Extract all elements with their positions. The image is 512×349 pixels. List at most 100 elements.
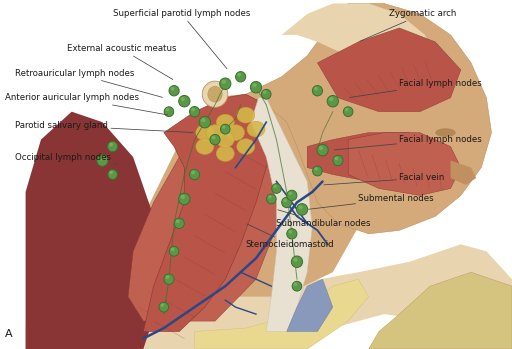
- Ellipse shape: [272, 184, 281, 193]
- Polygon shape: [143, 94, 276, 332]
- Text: Occipital lymph nodes: Occipital lymph nodes: [15, 153, 116, 164]
- Ellipse shape: [208, 87, 222, 102]
- Ellipse shape: [282, 197, 292, 208]
- Ellipse shape: [170, 87, 175, 90]
- Ellipse shape: [292, 281, 302, 291]
- Ellipse shape: [169, 246, 179, 256]
- Polygon shape: [287, 279, 333, 332]
- Text: Anterior auricular lymph nodes: Anterior auricular lymph nodes: [5, 93, 167, 115]
- Ellipse shape: [169, 86, 179, 96]
- Ellipse shape: [236, 72, 246, 82]
- Ellipse shape: [287, 190, 297, 201]
- Text: A: A: [5, 328, 13, 339]
- Ellipse shape: [181, 195, 185, 199]
- Ellipse shape: [334, 157, 338, 160]
- Text: Parotid salivary gland: Parotid salivary gland: [15, 121, 193, 133]
- Text: Facial lymph nodes: Facial lymph nodes: [334, 135, 482, 150]
- Ellipse shape: [201, 118, 205, 122]
- Ellipse shape: [222, 80, 226, 84]
- Polygon shape: [26, 112, 164, 349]
- Ellipse shape: [250, 81, 262, 93]
- Ellipse shape: [317, 144, 328, 156]
- Ellipse shape: [237, 139, 255, 154]
- Ellipse shape: [345, 108, 349, 111]
- Ellipse shape: [435, 128, 456, 137]
- Ellipse shape: [109, 143, 113, 146]
- Ellipse shape: [296, 204, 308, 215]
- Ellipse shape: [319, 146, 323, 150]
- Ellipse shape: [196, 125, 214, 140]
- Ellipse shape: [210, 134, 220, 145]
- Ellipse shape: [99, 156, 103, 161]
- Polygon shape: [26, 244, 512, 349]
- Text: Facial lymph nodes: Facial lymph nodes: [350, 79, 482, 97]
- Ellipse shape: [288, 230, 292, 233]
- Ellipse shape: [108, 170, 117, 179]
- Ellipse shape: [191, 171, 195, 174]
- Ellipse shape: [226, 125, 245, 140]
- Ellipse shape: [108, 141, 118, 152]
- Ellipse shape: [333, 155, 343, 166]
- Ellipse shape: [329, 97, 333, 101]
- Ellipse shape: [216, 146, 234, 161]
- Ellipse shape: [312, 86, 323, 96]
- Text: Retroauricular lymph nodes: Retroauricular lymph nodes: [15, 69, 162, 97]
- Ellipse shape: [164, 107, 174, 117]
- Ellipse shape: [170, 247, 175, 251]
- Ellipse shape: [263, 90, 267, 94]
- Ellipse shape: [159, 302, 168, 312]
- Text: External acoustic meatus: External acoustic meatus: [67, 44, 176, 80]
- Polygon shape: [451, 161, 476, 185]
- Polygon shape: [128, 122, 282, 321]
- Ellipse shape: [189, 169, 200, 180]
- Ellipse shape: [313, 166, 322, 176]
- Ellipse shape: [211, 136, 216, 139]
- Text: Submental nodes: Submental nodes: [309, 194, 434, 209]
- Ellipse shape: [174, 218, 184, 229]
- Ellipse shape: [199, 117, 210, 128]
- Ellipse shape: [165, 108, 169, 111]
- Ellipse shape: [222, 125, 226, 129]
- Ellipse shape: [298, 205, 303, 209]
- Ellipse shape: [179, 96, 190, 107]
- Text: Sternocleidomastoid: Sternocleidomastoid: [246, 224, 334, 249]
- Ellipse shape: [237, 73, 241, 76]
- Text: Zygomatic arch: Zygomatic arch: [359, 9, 457, 41]
- Text: Facial vein: Facial vein: [324, 173, 445, 185]
- Ellipse shape: [287, 229, 297, 239]
- Ellipse shape: [268, 195, 272, 199]
- Ellipse shape: [293, 282, 297, 286]
- Ellipse shape: [314, 167, 318, 171]
- Ellipse shape: [283, 199, 287, 202]
- Polygon shape: [317, 28, 461, 112]
- Ellipse shape: [202, 81, 228, 107]
- Ellipse shape: [165, 275, 169, 279]
- Polygon shape: [251, 98, 312, 332]
- Ellipse shape: [221, 124, 230, 134]
- Ellipse shape: [196, 139, 214, 154]
- Ellipse shape: [160, 303, 164, 307]
- Ellipse shape: [109, 171, 113, 174]
- Ellipse shape: [291, 256, 303, 267]
- Ellipse shape: [247, 121, 265, 137]
- Ellipse shape: [206, 125, 224, 140]
- Polygon shape: [307, 133, 451, 192]
- Ellipse shape: [181, 97, 185, 101]
- Polygon shape: [215, 3, 492, 234]
- Ellipse shape: [216, 114, 234, 130]
- Ellipse shape: [293, 258, 297, 262]
- Ellipse shape: [237, 107, 255, 123]
- Ellipse shape: [314, 87, 318, 90]
- Ellipse shape: [344, 107, 353, 117]
- Polygon shape: [282, 3, 435, 70]
- Ellipse shape: [288, 192, 292, 195]
- Ellipse shape: [164, 274, 174, 284]
- Polygon shape: [348, 133, 461, 195]
- Ellipse shape: [191, 108, 195, 111]
- Ellipse shape: [262, 89, 271, 99]
- Polygon shape: [369, 272, 512, 349]
- Polygon shape: [138, 94, 358, 297]
- Ellipse shape: [189, 106, 200, 117]
- Text: Superficial parotid lymph nodes: Superficial parotid lymph nodes: [113, 9, 250, 69]
- Text: Submandibular nodes: Submandibular nodes: [276, 210, 371, 228]
